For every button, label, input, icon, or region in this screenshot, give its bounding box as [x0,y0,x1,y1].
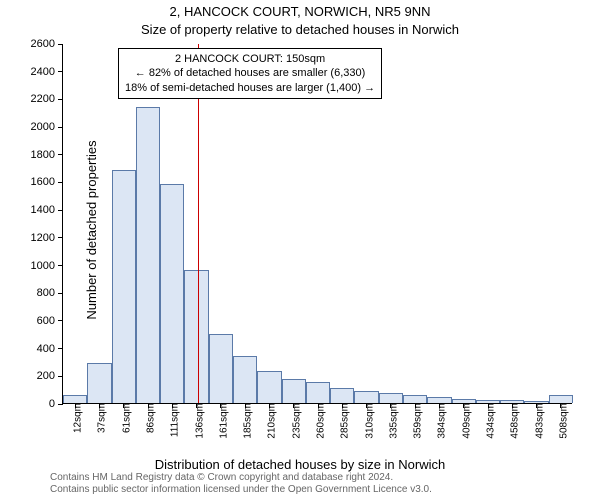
y-tick-label: 200 [37,370,63,382]
x-tick-label: 483sqm [528,403,545,439]
attribution-line-2: Contains public sector information licen… [50,484,570,496]
y-tick-label: 0 [49,398,63,410]
x-tick-label: 86sqm [140,403,157,433]
x-tick-label: 335sqm [382,403,399,439]
y-tick-label: 400 [37,343,63,355]
attribution-text: Contains HM Land Registry data © Crown c… [50,472,570,496]
page-title: 2, HANCOCK COURT, NORWICH, NR5 9NN [0,4,600,19]
x-tick-label: 111sqm [164,403,181,437]
y-tick-label: 1800 [31,149,63,161]
histogram-bar [136,107,160,403]
x-tick-label: 12sqm [67,403,84,433]
x-tick-label: 434sqm [480,403,497,439]
histogram-bar [160,184,184,403]
x-tick-label: 260sqm [310,403,327,439]
x-tick-label: 359sqm [407,403,424,439]
y-tick-label: 1600 [31,176,63,188]
histogram-bar [233,356,257,403]
histogram-bar [112,170,136,403]
annotation-line-1: 2 HANCOCK COURT: 150sqm [125,52,375,66]
x-tick-label: 235sqm [285,403,302,439]
histogram-bar [209,334,233,403]
page-subtitle: Size of property relative to detached ho… [0,22,600,37]
y-tick-label: 2000 [31,121,63,133]
x-axis-label: Distribution of detached houses by size … [0,457,600,472]
histogram-bar [524,401,548,403]
x-tick-label: 185sqm [237,403,254,439]
x-tick-label: 310sqm [358,403,375,439]
x-tick-label: 161sqm [212,403,229,439]
histogram-bar [257,371,281,403]
histogram-bar [476,400,500,403]
y-tick-label: 2600 [31,38,63,50]
y-tick-label: 2400 [31,66,63,78]
histogram-bar [427,397,451,403]
x-tick-label: 210sqm [261,403,278,439]
histogram-bar [354,391,378,403]
x-tick-label: 37sqm [91,403,108,433]
histogram-bar [184,270,208,403]
histogram-bar [403,395,427,403]
y-tick-label: 2200 [31,93,63,105]
x-tick-label: 458sqm [504,403,521,439]
y-tick-label: 800 [37,287,63,299]
x-tick-label: 384sqm [431,403,448,439]
y-tick-label: 1000 [31,260,63,272]
x-tick-label: 136sqm [188,403,205,439]
annotation-box: 2 HANCOCK COURT: 150sqm← 82% of detached… [118,48,382,99]
y-tick-label: 600 [37,315,63,327]
attribution-line-1: Contains HM Land Registry data © Crown c… [50,472,570,484]
histogram-bar [500,400,524,403]
histogram-bar [379,393,403,403]
annotation-line-2: ← 82% of detached houses are smaller (6,… [125,66,375,80]
histogram-bar [330,388,354,403]
annotation-line-3: 18% of semi-detached houses are larger (… [125,81,375,95]
histogram-bar [452,399,476,403]
histogram-bar [87,363,111,403]
y-tick-label: 1200 [31,232,63,244]
x-tick-label: 409sqm [455,403,472,439]
y-tick-label: 1400 [31,204,63,216]
x-tick-label: 285sqm [334,403,351,439]
chart-plot-area: 0200400600800100012001400160018002000220… [62,44,572,404]
x-tick-label: 508sqm [552,403,569,439]
histogram-bar [282,379,306,403]
histogram-bar [306,382,330,403]
x-tick-label: 61sqm [115,403,132,433]
histogram-bar [63,395,87,403]
histogram-bar [549,395,573,403]
